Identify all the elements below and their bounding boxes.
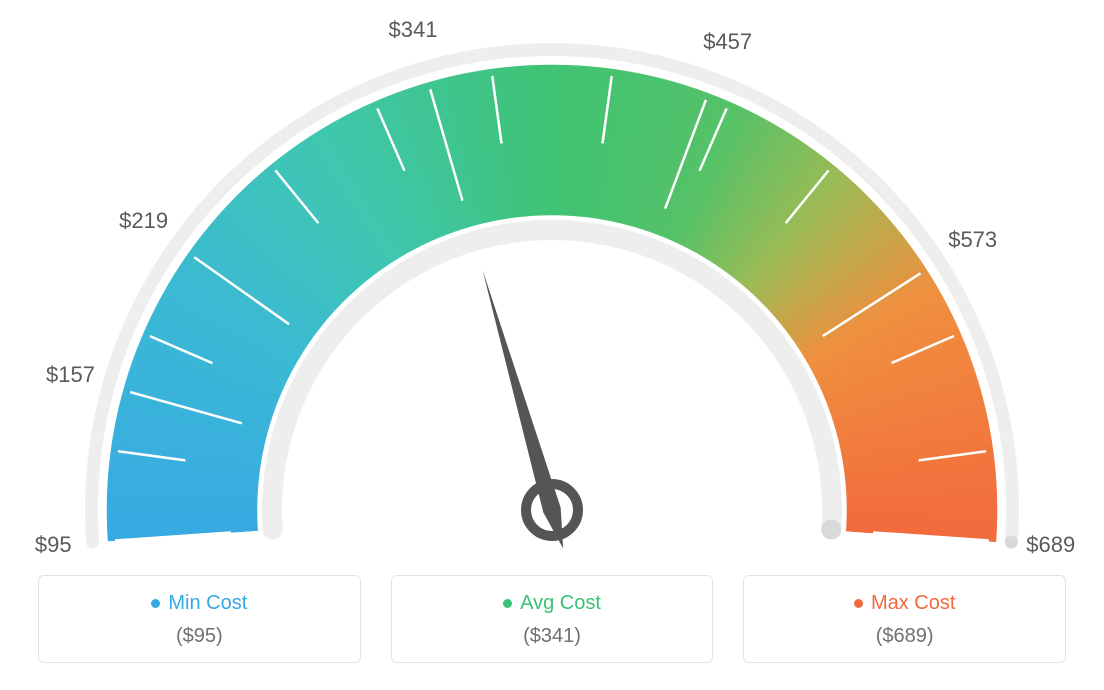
tick-label: $219 — [119, 208, 168, 234]
tick-label: $157 — [46, 362, 95, 388]
legend-dot-min — [151, 599, 160, 608]
gauge-arc — [107, 65, 997, 542]
legend-value-avg: ($341) — [402, 625, 703, 648]
legend-card-max: Max Cost ($689) — [743, 575, 1066, 663]
legend-dot-avg — [503, 599, 512, 608]
legend-title-avg: Avg Cost — [503, 592, 601, 615]
legend-title-max: Max Cost — [854, 592, 955, 615]
tick-label: $457 — [703, 29, 752, 55]
gauge-svg — [0, 0, 1104, 560]
tick-label: $689 — [1026, 532, 1075, 558]
legend-label-min: Min Cost — [168, 592, 247, 615]
tick-label: $95 — [35, 532, 72, 558]
tick-label: $573 — [948, 227, 997, 253]
legend-title-min: Min Cost — [151, 592, 247, 615]
legend-card-min: Min Cost ($95) — [38, 575, 361, 663]
legend-dot-max — [854, 599, 863, 608]
legend-value-min: ($95) — [49, 625, 350, 648]
legend-card-avg: Avg Cost ($341) — [391, 575, 714, 663]
tick-label: $341 — [389, 17, 438, 43]
legend-row: Min Cost ($95) Avg Cost ($341) Max Cost … — [0, 575, 1104, 663]
legend-label-max: Max Cost — [871, 592, 955, 615]
legend-label-avg: Avg Cost — [520, 592, 601, 615]
gauge-chart: $95 $157 $219 $341 $457 $573 $689 — [0, 0, 1104, 560]
legend-value-max: ($689) — [754, 625, 1055, 648]
